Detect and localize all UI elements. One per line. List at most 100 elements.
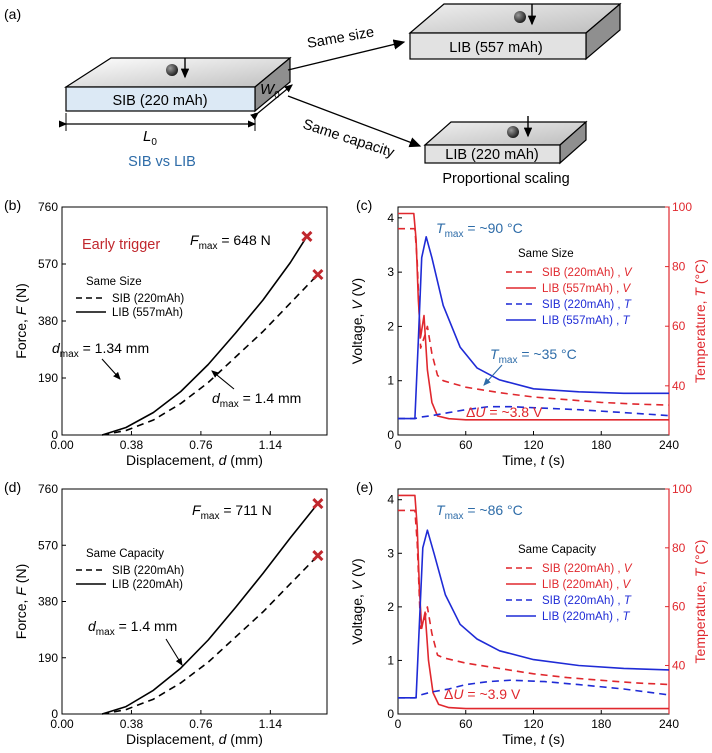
annotation-delta-u-part: Δ: [466, 404, 475, 420]
y-tick-label-b-3-part: 570: [38, 257, 58, 271]
annotation-dmax-2-part: max: [220, 399, 239, 410]
x-tick-label-d-3-part: 1.14: [259, 717, 283, 731]
panel-label-b: (b): [4, 197, 21, 213]
annotation-arrow-dmax-2: [211, 370, 235, 390]
y-axis-label-d-part: (N): [13, 564, 29, 587]
plot-frame-d: [61, 488, 328, 715]
annotation-fmax-part: F: [192, 502, 202, 518]
y-tick-label-e-2: 2: [387, 600, 394, 614]
y2-tick-label-c-0: 40: [672, 379, 686, 393]
y2-axis-label-e-part: Temperature,: [692, 577, 708, 663]
y-tick-label-c-1-part: 1: [387, 374, 394, 388]
x-tick-label-e-1: 60: [459, 717, 473, 731]
x-tick-label-c-1: 60: [459, 438, 473, 452]
y-axis-label-e-part: Voltage,: [349, 590, 365, 645]
x-tick-label-e-3: 180: [591, 717, 611, 731]
x-tick-label-e-1-part: 60: [459, 717, 473, 731]
x-tick-label-e-4-part: 240: [659, 717, 679, 731]
y-tick-label-d-0: 0: [51, 707, 58, 721]
y-axis-label-b-part: (N): [13, 283, 29, 306]
annotation-tmax-part: max: [445, 511, 464, 522]
legend-entry-c-2-part: SIB (220mAh) ,: [542, 299, 624, 311]
y-axis-label-c-part: Voltage,: [349, 310, 365, 365]
y-tick-label-b-1: 190: [38, 371, 58, 385]
legend-entry-d-0: SIB (220mAh): [112, 565, 184, 577]
y-axis-label-e-part: (V): [349, 558, 365, 581]
legend-entry-c-1: LIB (557mAh) , V: [542, 283, 632, 295]
x-tick-label-d-0: 0.00: [50, 717, 74, 731]
y2-axis-label-e-part: T: [692, 567, 708, 577]
panel-label-d: (d): [4, 479, 21, 495]
annotation-dmax-2-part: = 1.4 mm: [239, 390, 302, 406]
legend-title-c-part: Same Size: [518, 248, 574, 260]
annotation-fmax-part: = 648 N: [217, 232, 270, 248]
panel-label-e-part: (e): [356, 479, 373, 495]
y-tick-label-d-4: 760: [38, 482, 58, 496]
legend-entry-d-1: LIB (220mAh): [112, 579, 183, 591]
x-tick-label-c-0-part: 0: [395, 438, 402, 452]
legend-entry-c-0: SIB (220mAh) , V: [542, 267, 633, 279]
x-tick-label-b-1-part: 0.38: [120, 438, 144, 452]
annotation-dmax-1-part: d: [52, 340, 61, 356]
failure-marker-b-0: [301, 230, 313, 242]
annotation-tmax-1-part: = ~90 °C: [463, 220, 522, 236]
panel-label-e: (e): [356, 479, 373, 495]
legend-title-e: Same Capacity: [518, 544, 596, 556]
x-tick-label-c-3-part: 180: [591, 438, 611, 452]
x-tick-label-d-1: 0.38: [120, 717, 144, 731]
same-size-label: Same size: [306, 24, 375, 52]
y2-tick-label-c-2-part: 80: [672, 260, 686, 274]
series-line-c-1: [398, 212, 669, 421]
annotation-delta-u-part: U: [475, 404, 486, 420]
y-tick-label-c-0-part: 0: [387, 428, 394, 442]
y-tick-label-c-2: 2: [387, 319, 394, 333]
legend-entry-b-0-part: SIB (220mAh): [112, 293, 184, 305]
legend-entry-c-3-part: LIB (557mAh) ,: [542, 315, 623, 327]
width-label: W0: [260, 81, 280, 101]
panel-label-c: (c): [356, 197, 372, 213]
lib-same-capacity-label: LIB (220 mAh): [445, 147, 539, 163]
y-tick-label-d-3-part: 570: [38, 538, 58, 552]
legend-entry-e-1: LIB (220mAh) , V: [542, 579, 632, 591]
y-tick-label-e-3-part: 3: [387, 546, 394, 560]
annotation-delta-u: ΔU = ~3.8 V: [466, 404, 543, 420]
x-axis-label-c-part: (s): [545, 452, 565, 468]
x-axis-label-e-part: (s): [545, 731, 565, 747]
x-axis-label-b-part: d: [219, 452, 228, 468]
x-tick-label-c-2: 120: [523, 438, 543, 452]
legend-title-c: Same Size: [518, 248, 574, 260]
annotation-fmax-part: max: [201, 511, 220, 522]
y-tick-label-e-4-part: 4: [387, 493, 394, 507]
y2-tick-label-c-1: 60: [672, 319, 686, 333]
annotation-dmax-part: = 1.4 mm: [115, 618, 178, 634]
x-tick-label-d-0-part: 0.00: [50, 717, 74, 731]
x-tick-label-b-2-part: 0.76: [189, 438, 213, 452]
annotation-arrow-tmax-2: [483, 364, 503, 386]
x-axis-label-d-part: d: [219, 731, 228, 747]
annotation-tmax-part: T: [436, 502, 446, 518]
annotation-tmax-1-part: max: [445, 229, 464, 240]
y-tick-label-b-1-part: 190: [38, 371, 58, 385]
x-axis-label-b: Displacement, d (mm): [126, 452, 263, 468]
annotation-dmax-1: dmax = 1.34 mm: [52, 340, 149, 360]
x-tick-label-d-2-part: 0.76: [189, 717, 213, 731]
annotation-fmax-part: = 711 N: [219, 502, 271, 518]
chart-c: (c) 0 60 120 180 240 0 1 2 3 4 40 60 80 100 Time, t (s)…: [349, 197, 708, 468]
y2-tick-label-e-1-part: 60: [672, 600, 686, 614]
series-line-d-1: [101, 502, 319, 715]
annotation-dmax-1-part: max: [60, 349, 79, 360]
series-line-e-0: [398, 509, 670, 686]
x-tick-label-e-2: 120: [523, 717, 543, 731]
failure-marker-stroke: [312, 268, 324, 281]
legend-entry-e-0-part: SIB (220mAh) ,: [542, 563, 624, 575]
legend-title-d: Same Capacity: [86, 548, 164, 560]
x-tick-label-c-0: 0: [395, 438, 402, 452]
sib-box-label: SIB (220 mAh): [112, 93, 207, 109]
legend-entry-c-0-part: SIB (220mAh) ,: [542, 267, 624, 279]
legend-title-b: Same Size: [86, 276, 142, 288]
chart-d: (d) 0.00 0.38 0.76 1.14 0 190 380 570 760 Displace…: [4, 479, 328, 747]
annotation-delta-u-part: U: [453, 686, 464, 702]
legend-entry-e-2-part: SIB (220mAh) ,: [542, 595, 624, 607]
annotation-tmax-1: Tmax = ~90 °C: [436, 220, 523, 240]
